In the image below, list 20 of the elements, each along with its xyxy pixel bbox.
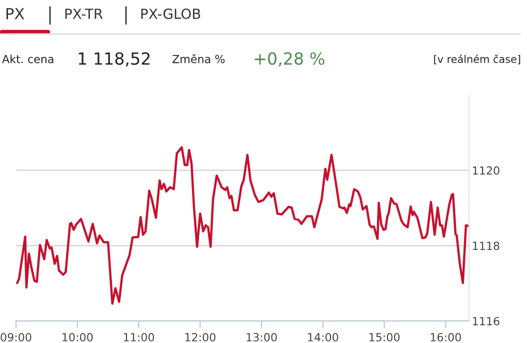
x-tick-label: 14:00	[308, 333, 338, 342]
x-tick-label: 12:00	[185, 333, 216, 342]
x-tick-label: 16:00	[430, 333, 461, 342]
text: PX	[6, 8, 24, 20]
text: 1 118,52	[78, 52, 150, 67]
x-tick-label: 09:00	[0, 333, 32, 342]
y-tick-label: 1116	[473, 316, 500, 326]
text: [v reálném čase]	[434, 54, 520, 64]
x-tick-label: 13:00	[246, 333, 277, 342]
x-tick-label: 15:00	[370, 333, 400, 342]
y-tick-label: 1118	[473, 242, 500, 250]
line-series	[16, 146, 469, 305]
x-tick-label: 10:00	[62, 333, 93, 342]
text: PX-GLOB	[141, 8, 200, 20]
text: Akt. cena	[2, 54, 54, 64]
y-tick-label: 1120	[473, 166, 500, 175]
text: PX-TR	[65, 8, 103, 19]
text: Změna %	[172, 54, 225, 64]
text: +0,28 %	[254, 52, 324, 67]
x-tick-label: 11:00	[124, 333, 154, 342]
